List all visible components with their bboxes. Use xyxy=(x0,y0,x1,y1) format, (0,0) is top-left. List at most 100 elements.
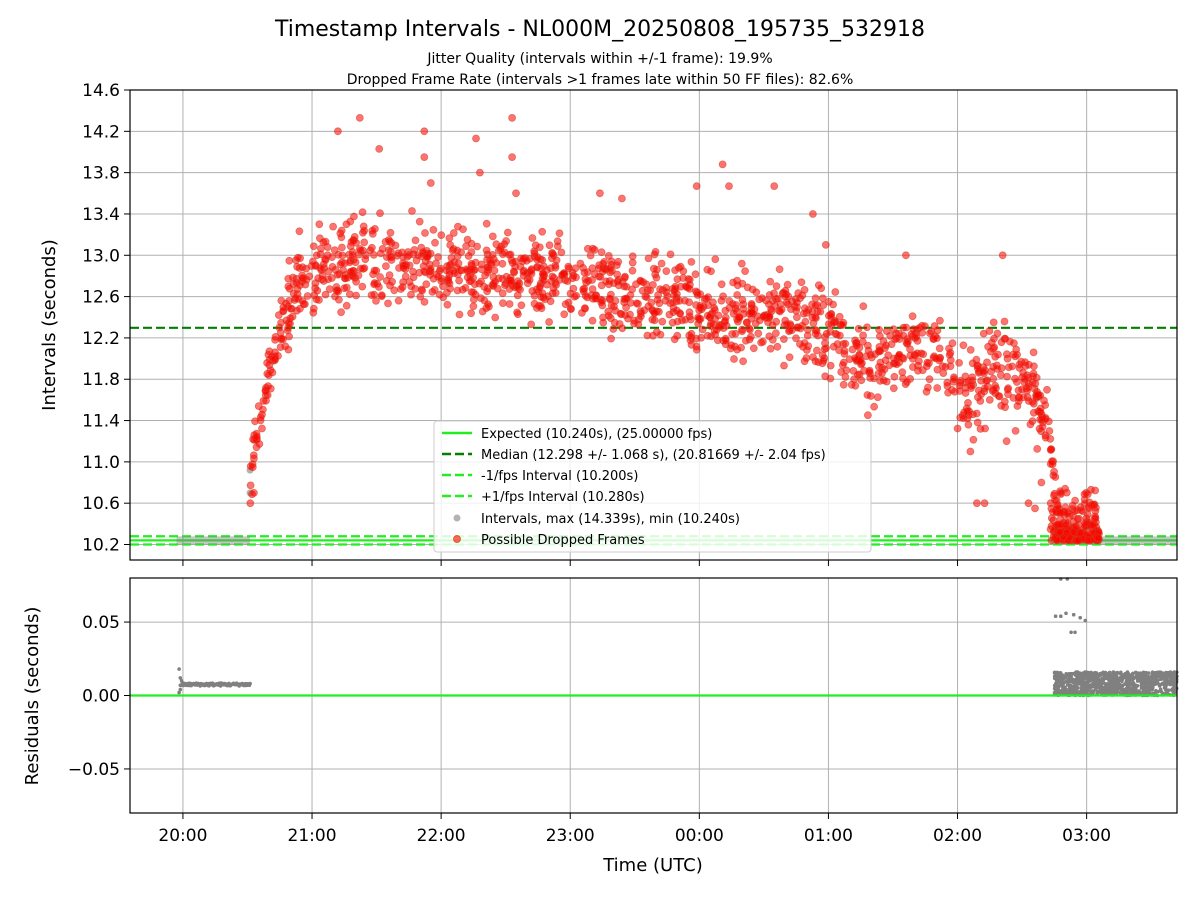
dropped-frame-point-950 xyxy=(766,277,775,286)
dropped-frame-point-1297 xyxy=(800,285,809,294)
dropped-frame-point-844 xyxy=(352,291,361,300)
dropped-frame-point-1392 xyxy=(514,284,523,293)
dropped-frame-point-825 xyxy=(284,274,293,283)
residual-point-700 xyxy=(1093,688,1098,692)
dropped-frame-point-1453 xyxy=(974,386,983,395)
dropped-frame-point-1285 xyxy=(340,274,349,283)
dropped-frame-point-1383 xyxy=(704,301,712,310)
residual-point-1020 xyxy=(1069,630,1073,635)
dropped-frame-point-1480 xyxy=(442,266,451,275)
dropped-frame-point-1479 xyxy=(420,267,429,276)
dropped-frame-point-1246 xyxy=(895,350,904,359)
dropped-frame-point-1374 xyxy=(721,306,730,315)
residual-point-681 xyxy=(1139,690,1143,695)
dropped-frame-point-1481 xyxy=(915,357,923,366)
dropped-frame-point-837 xyxy=(315,220,324,229)
dropped-frame-point-429 xyxy=(415,217,424,226)
dropped-frame-point-1457 xyxy=(850,375,858,384)
residual-point-1001 xyxy=(1113,675,1118,680)
dropped-frame-point-1024 xyxy=(841,339,850,348)
dropped-frame-point-1200 xyxy=(469,288,478,297)
dropped-frame-point-1247 xyxy=(945,350,954,359)
dropped-frame-point-1362 xyxy=(334,287,343,296)
dropped-frame-point-741 xyxy=(613,261,621,270)
dropped-frame-point-804 xyxy=(569,284,578,293)
dropped-frame-point-1185 xyxy=(698,325,707,334)
dropped-frame-point-1633 xyxy=(1076,529,1085,537)
dropped-frame-point-1289 xyxy=(792,306,801,315)
residual-point-1029 xyxy=(1068,673,1072,677)
residual-point-911 xyxy=(1172,678,1177,682)
dropped-frame-point-1347 xyxy=(876,347,885,356)
dropped-frame-point-1693 xyxy=(1063,509,1072,518)
dropped-frame-point-1680 xyxy=(998,251,1007,260)
dropped-frame-point-1437 xyxy=(286,304,295,313)
dropped-frame-point-1419 xyxy=(749,344,758,353)
dropped-frame-point-1034 xyxy=(902,323,911,332)
dropped-frame-point-915 xyxy=(264,371,273,380)
residual-point-948 xyxy=(1139,680,1143,684)
residual-point-956 xyxy=(1086,678,1090,683)
dropped-frame-point-1477 xyxy=(492,258,501,267)
dropped-frame-point-427 xyxy=(864,411,872,420)
dropped-frame-point-1031 xyxy=(284,282,293,291)
dropped-frame-point-1471 xyxy=(781,286,790,295)
dropped-frame-point-1350 xyxy=(426,264,435,273)
residual-point-945 xyxy=(1087,674,1092,679)
dropped-frame-point-1155 xyxy=(384,236,393,244)
dropped-frame-point-8 xyxy=(588,316,597,325)
dropped-frame-point-1687 xyxy=(1002,437,1011,446)
residual-point-1013 xyxy=(178,687,183,692)
dropped-frame-point-1269 xyxy=(622,294,631,303)
residual-point-1005 xyxy=(1134,690,1139,695)
dropped-frame-point-1665 xyxy=(426,179,435,187)
dropped-frame-point-883 xyxy=(973,418,982,427)
dropped-frame-point-1266 xyxy=(650,308,659,317)
dropped-frame-point-1656 xyxy=(1062,528,1071,537)
residual-point-966 xyxy=(1096,674,1101,678)
bottom-x-axis-label: Time (UTC) xyxy=(602,855,703,876)
dropped-frame-point-1381 xyxy=(903,378,911,386)
dropped-frame-point-1376 xyxy=(945,344,953,353)
top-y-ticks: 10.2 10.6 11.0 11.4 11.8 12.2 12.6 13.0 13.4 13.8… xyxy=(82,81,130,556)
dropped-frame-point-1661 xyxy=(355,114,364,122)
dropped-frame-point-338 xyxy=(528,234,537,242)
dropped-frame-point-1405 xyxy=(465,277,474,286)
residual-point-916 xyxy=(1134,683,1138,688)
legend: Expected (10.240s), (25.00000 fps) Media… xyxy=(433,420,872,553)
dropped-frame-point-1281 xyxy=(386,253,395,261)
bottom-y-tick-label-2: 0.05 xyxy=(82,613,120,633)
dropped-frame-point-1047 xyxy=(876,332,884,341)
dropped-frame-point-1056 xyxy=(628,258,637,267)
dropped-frame-point-1401 xyxy=(649,331,657,340)
dropped-frame-point-589 xyxy=(679,267,688,276)
dropped-frame-point-1339 xyxy=(588,244,597,253)
dropped-frame-point-1407 xyxy=(505,300,514,308)
dropped-frame-point-1336 xyxy=(412,256,421,265)
dropped-frame-point-1060 xyxy=(765,291,774,299)
dropped-frame-point-662 xyxy=(1003,350,1011,359)
residual-point-901 xyxy=(1061,686,1065,691)
dropped-frame-point-1310 xyxy=(553,242,562,251)
dropped-frame-point-590 xyxy=(838,361,847,369)
dropped-frame-point-1351 xyxy=(407,282,416,291)
bottom-x-ticks: 20:00 21:00 22:00 23:00 00:00 01:00 02:00 03:00 xyxy=(158,813,1111,846)
bottom-x-tick-label-3: 23:00 xyxy=(546,826,595,846)
dropped-frame-point-1092 xyxy=(773,342,782,351)
dropped-frame-point-1486 xyxy=(446,284,455,293)
dropped-frame-point-1448 xyxy=(829,342,838,351)
dropped-frame-point-1083 xyxy=(407,290,415,299)
dropped-frame-point-1385 xyxy=(467,309,476,318)
residual-point-967 xyxy=(1148,685,1153,689)
dropped-frame-point-1168 xyxy=(862,352,871,361)
top-plot-frame xyxy=(129,89,1178,561)
dropped-frame-point-924 xyxy=(591,294,600,303)
residual-point-618 xyxy=(1168,675,1172,679)
dropped-frame-point-568 xyxy=(826,374,835,383)
legend-entry-median: Median (12.298 +/- 1.068 s), (20.81669 +… xyxy=(481,448,826,463)
dropped-frame-point-1064 xyxy=(797,278,806,287)
dropped-frame-point-1156 xyxy=(652,273,661,282)
residual-point-738 xyxy=(1130,675,1135,680)
dropped-frame-point-1291 xyxy=(370,280,379,289)
dropped-frame-point-1668 xyxy=(508,114,516,122)
